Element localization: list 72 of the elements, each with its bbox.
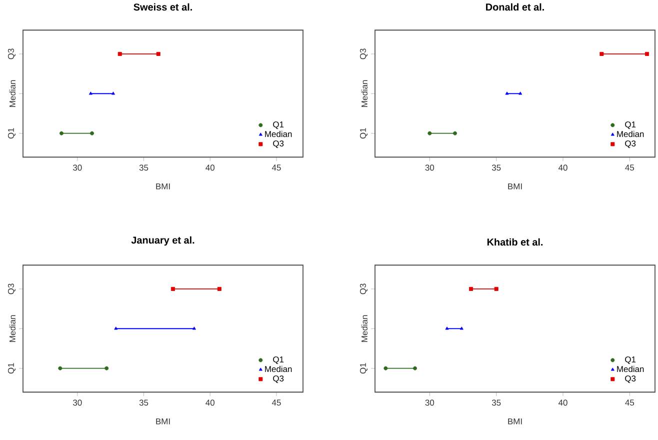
legend-label: Median [617, 366, 644, 372]
point [505, 92, 509, 95]
point [445, 326, 449, 330]
legend-label: Q1 [625, 356, 636, 364]
legend-label: Q3 [273, 375, 284, 383]
point [90, 131, 94, 136]
point [518, 92, 522, 95]
x-tick-label: 40 [206, 164, 214, 171]
y-tick-label: Q1 [360, 128, 368, 138]
point [114, 326, 118, 330]
point [170, 286, 175, 291]
point [217, 286, 222, 291]
x-tick-label: 30 [425, 400, 434, 406]
y-tick-label: Q3 [8, 48, 16, 60]
point [58, 366, 62, 370]
x-tick-label: 40 [558, 164, 568, 171]
legend-label: Q3 [273, 140, 284, 148]
chart-title: January et al. [131, 236, 194, 246]
x-tick-label: 45 [272, 400, 281, 406]
point [453, 131, 457, 136]
x-tick-label: 45 [625, 164, 634, 170]
legend-label: Q1 [273, 356, 284, 364]
point [88, 92, 92, 95]
y-tick-label: Q3 [8, 284, 16, 294]
point [59, 131, 64, 136]
legend-label: Median [265, 366, 292, 372]
point [118, 52, 122, 56]
x-tick-label: 40 [558, 400, 568, 406]
point [494, 286, 498, 291]
legend-label: Q3 [625, 140, 636, 148]
point [460, 326, 464, 330]
x-axis-title: BMI [156, 183, 170, 190]
point [384, 366, 388, 370]
point [645, 52, 649, 56]
point [104, 366, 109, 370]
point [192, 326, 196, 330]
x-tick-label: 40 [206, 400, 214, 406]
x-tick-label: 35 [492, 164, 501, 171]
point [600, 52, 604, 56]
point [111, 92, 115, 95]
chart-title: Sweiss et al. [134, 3, 192, 11]
y-tick-label: Q1 [8, 363, 16, 374]
chart-title: Khatib et al. [487, 238, 543, 246]
x-tick-label: 35 [492, 400, 501, 406]
x-tick-label: 35 [139, 164, 148, 171]
y-tick-label: Median [9, 80, 16, 107]
x-tick-label: 35 [139, 400, 148, 406]
x-tick-label: 45 [625, 400, 634, 406]
point [156, 52, 160, 56]
x-tick-label: 30 [73, 400, 82, 406]
point [413, 366, 417, 370]
x-tick-label: 45 [272, 164, 281, 170]
point [469, 286, 473, 291]
point [428, 131, 432, 136]
legend-label: Median [265, 130, 292, 137]
y-tick-label: Q1 [360, 363, 368, 374]
x-axis-title: BMI [156, 418, 170, 424]
x-tick-label: 30 [425, 164, 434, 171]
y-tick-label: Q1 [8, 128, 16, 138]
y-tick-label: Q3 [360, 284, 368, 294]
chart-title: Donald et al. [486, 3, 544, 11]
y-tick-label: Q3 [360, 48, 368, 60]
x-tick-label: 30 [73, 164, 82, 171]
legend-label: Q3 [625, 375, 636, 383]
legend-label: Median [617, 130, 644, 137]
x-axis-title: BMI [508, 183, 522, 190]
x-axis-title: BMI [508, 418, 522, 424]
legend-label: Q1 [273, 121, 284, 129]
legend-label: Q1 [625, 121, 636, 129]
y-tick-label: Median [361, 315, 368, 342]
y-tick-label: Median [361, 80, 368, 107]
y-tick-label: Median [9, 315, 16, 342]
